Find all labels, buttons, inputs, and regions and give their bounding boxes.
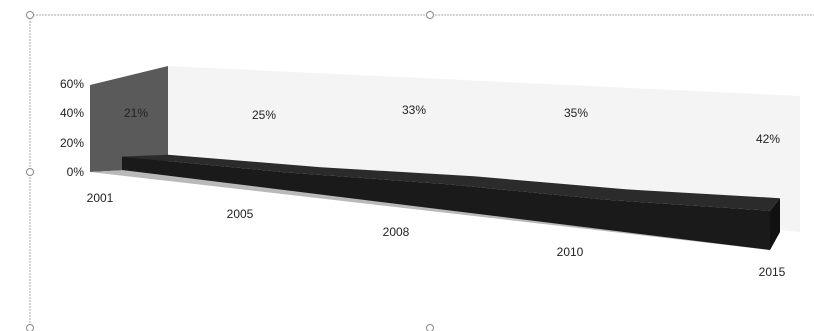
area-top-surface xyxy=(122,154,780,211)
chart-frame xyxy=(26,11,814,331)
y-tick-label: 20% xyxy=(60,136,84,150)
data-label: 25% xyxy=(252,108,276,122)
x-tick-label: 2008 xyxy=(383,225,410,239)
resize-handle-middle-left[interactable] xyxy=(26,168,34,176)
data-label: 33% xyxy=(402,103,426,117)
data-label: 21% xyxy=(124,106,148,120)
data-label: 35% xyxy=(564,106,588,120)
resize-handle-top-middle[interactable] xyxy=(426,11,434,19)
x-tick-label: 2010 xyxy=(557,245,584,259)
resize-handle-bottom-left[interactable] xyxy=(26,324,34,331)
resize-handle-bottom-middle[interactable] xyxy=(426,324,434,331)
area-front-face xyxy=(122,156,770,250)
y-tick-label: 60% xyxy=(60,77,84,91)
y-tick-label: 0% xyxy=(67,165,85,179)
x-tick-label: 2001 xyxy=(87,191,114,205)
chart-side-wall xyxy=(90,66,168,172)
area-end-cap xyxy=(770,198,780,250)
x-tick-label: 2005 xyxy=(227,207,254,221)
data-label: 42% xyxy=(756,132,780,146)
resize-handle-top-left[interactable] xyxy=(26,11,34,19)
y-tick-label: 40% xyxy=(60,106,84,120)
x-tick-label: 2015 xyxy=(759,265,786,279)
